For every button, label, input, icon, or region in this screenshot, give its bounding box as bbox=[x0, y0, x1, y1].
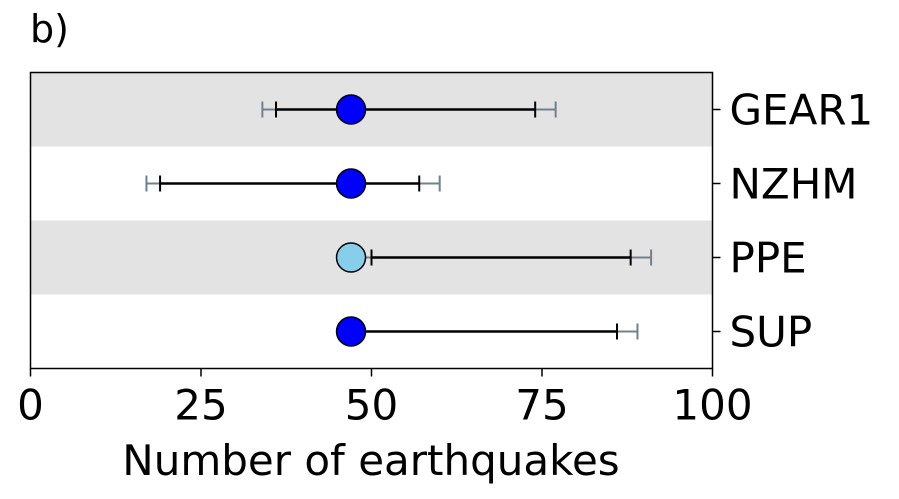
x-tick-label-25: 25 bbox=[174, 381, 227, 430]
x-tick-label-100: 100 bbox=[672, 381, 752, 430]
x-tick-label-0: 0 bbox=[17, 381, 44, 430]
marker-gear1 bbox=[335, 94, 367, 125]
median-markers bbox=[335, 94, 367, 347]
panel-label: b) bbox=[30, 7, 69, 51]
y-axis-right: GEAR1 NZHM PPE SUP bbox=[712, 86, 874, 357]
x-axis: 0 25 50 75 100 bbox=[17, 368, 753, 430]
x-tick-label-50: 50 bbox=[345, 381, 398, 430]
marker-nzhm bbox=[335, 168, 367, 199]
y-tick-label-ppe: PPE bbox=[730, 234, 807, 283]
inner-intervals bbox=[159, 101, 632, 340]
y-tick-label-gear1: GEAR1 bbox=[730, 86, 874, 135]
marker-sup bbox=[335, 316, 367, 347]
x-tick-label-75: 75 bbox=[515, 381, 568, 430]
x-axis-label: Number of earthquakes bbox=[122, 436, 619, 485]
y-tick-label-sup: SUP bbox=[730, 308, 813, 357]
y-tick-label-nzhm: NZHM bbox=[730, 160, 858, 209]
marker-ppe bbox=[335, 242, 367, 273]
